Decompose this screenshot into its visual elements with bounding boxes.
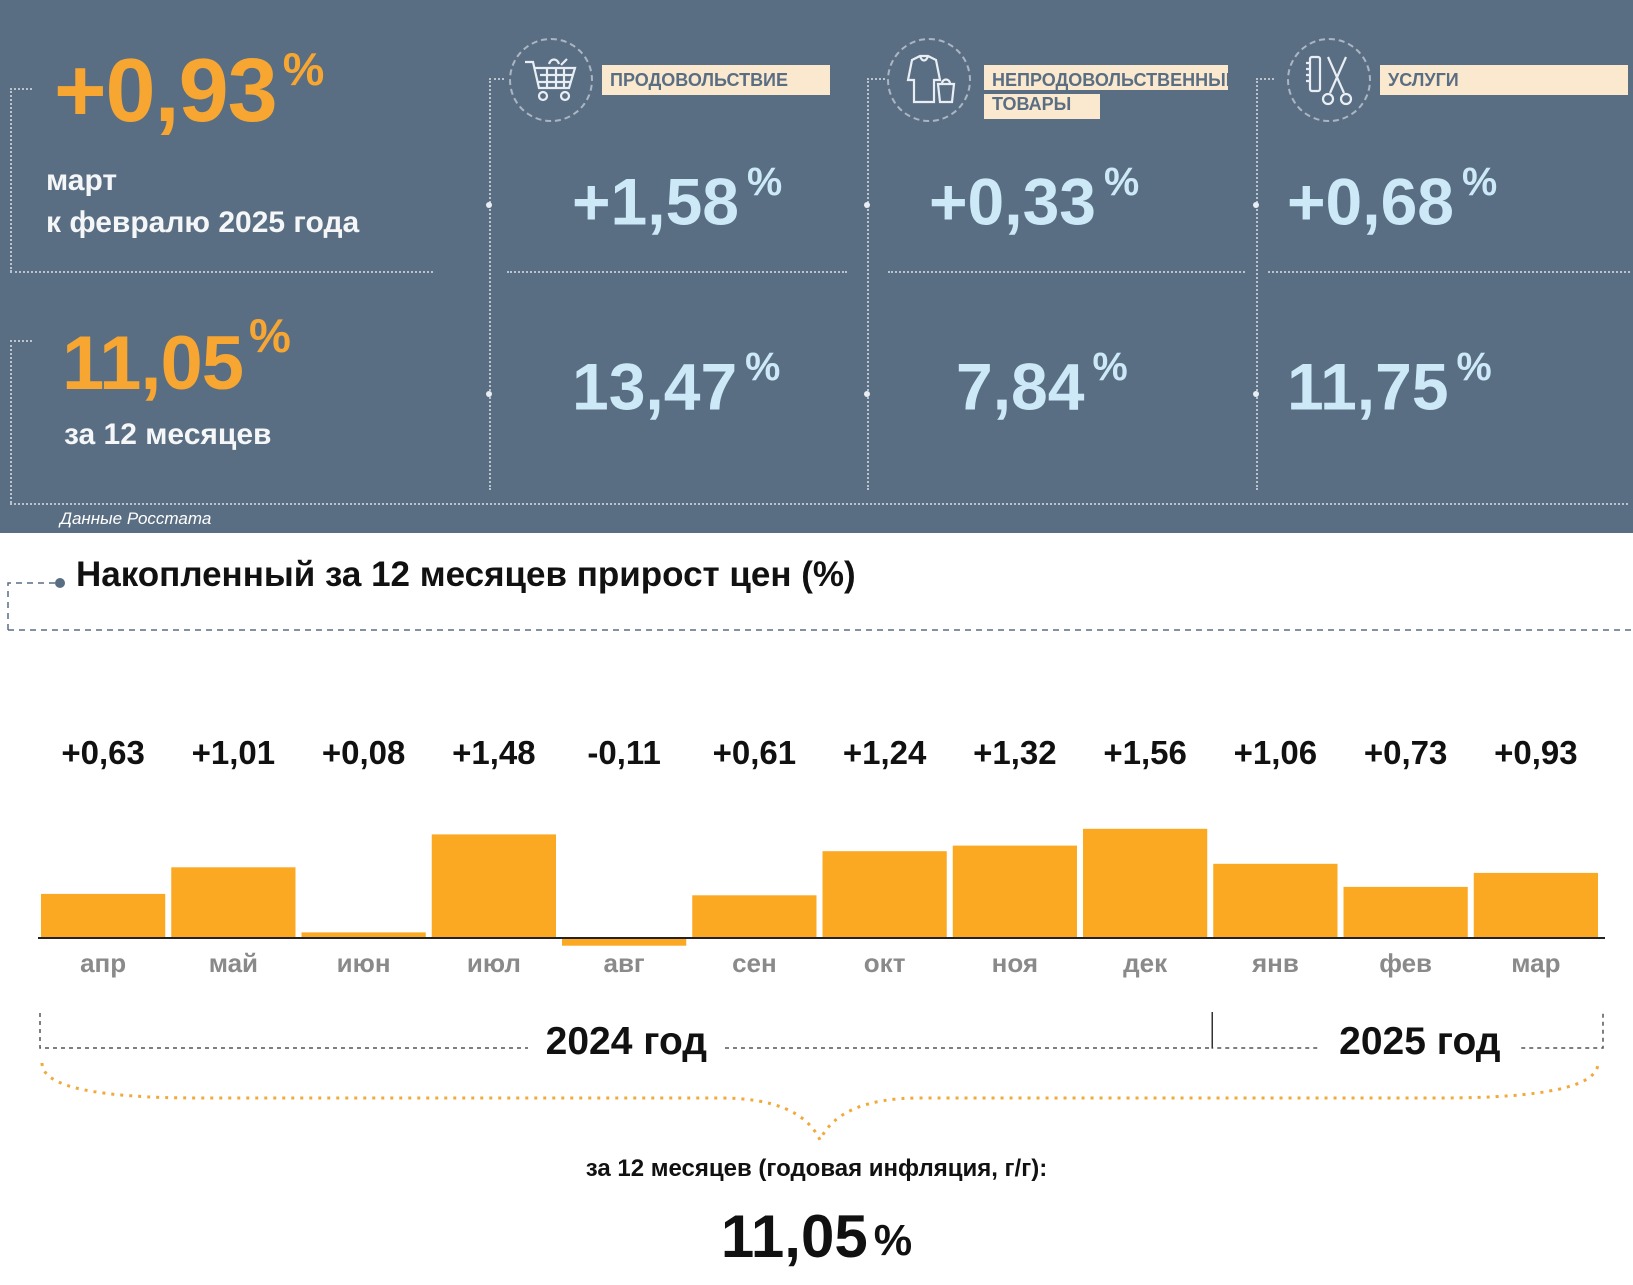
bar-ноя (952, 845, 1077, 938)
divider (867, 78, 885, 80)
chart-title: Накопленный за 12 месяцев прирост цен (%… (76, 555, 856, 594)
divider (10, 88, 12, 272)
category-label-nonfood: НЕПРОДОВОЛЬСТВЕННЫЕ (984, 65, 1238, 90)
annual-inflation-total: 11,05% (720, 1203, 913, 1270)
bar-окт (822, 851, 947, 938)
divider (1268, 271, 1630, 273)
bar-value-label: -0,11 (587, 734, 660, 771)
data-source-note: Данные Росстата (60, 509, 212, 528)
month-tick-label: дек (1123, 948, 1168, 978)
bar-сен (692, 895, 817, 938)
marker-dot (1253, 202, 1259, 208)
services-monthly-value: +0,68% (1287, 160, 1498, 239)
divider (507, 271, 847, 273)
marker-dot (486, 391, 492, 397)
divider (1256, 78, 1258, 490)
comb-scissors-icon (1287, 38, 1371, 122)
bar-апр (41, 893, 166, 938)
month-tick-label: сен (732, 948, 777, 978)
shopping-cart-icon (509, 38, 593, 122)
month-tick-label: фев (1379, 948, 1432, 978)
bar-фев (1343, 886, 1468, 938)
food-monthly-value: +1,58% (572, 160, 783, 239)
bar-value-label: +1,01 (192, 734, 276, 771)
nonfood-annual-value: 7,84% (956, 345, 1128, 424)
divider (867, 78, 869, 490)
divider (10, 340, 32, 342)
marker-dot (864, 391, 870, 397)
marker-dot (1253, 391, 1259, 397)
month-tick-label: ноя (992, 948, 1038, 978)
bar-янв (1213, 863, 1338, 938)
annual-inflation-value: 11,05% (62, 309, 291, 406)
bar-дек (1083, 828, 1208, 938)
monthly-period-label: март (46, 164, 118, 197)
summary-panel: +0,93% март к февралю 2025 года 11,05% з… (0, 0, 1633, 533)
bar-мар (1473, 872, 1598, 938)
month-tick-label: мар (1511, 948, 1560, 978)
bar-value-label: +0,61 (713, 734, 797, 771)
year-bracket (39, 1013, 1213, 1049)
bar-value-label: +1,48 (452, 734, 536, 771)
bar-value-label: +0,63 (61, 734, 145, 771)
annual-brace (40, 1062, 1600, 1144)
month-tick-label: июл (467, 948, 521, 978)
clothes-bag-icon (887, 38, 971, 122)
year-label-2024: 2024 год (527, 1020, 726, 1064)
bar-авг (562, 938, 687, 946)
bar-май (171, 867, 296, 938)
divider (10, 340, 12, 503)
month-tick-label: окт (864, 948, 906, 978)
bar-июл (431, 834, 556, 938)
divider (10, 271, 433, 273)
marker-dot (864, 202, 870, 208)
month-tick-label: июн (337, 948, 391, 978)
divider (1256, 78, 1274, 80)
services-annual-value: 11,75% (1287, 345, 1492, 424)
category-label-services: УСЛУГИ (1380, 65, 1628, 95)
category-label-food: ПРОДОВОЛЬСТВИЕ (602, 65, 830, 95)
bar-value-label: +0,73 (1364, 734, 1448, 771)
bar-value-label: +0,93 (1494, 734, 1578, 771)
divider (10, 88, 32, 90)
month-tick-label: янв (1251, 948, 1299, 978)
food-annual-value: 13,47% (572, 345, 781, 424)
category-label-nonfood-line2: ТОВАРЫ (984, 94, 1100, 119)
annual-inflation-caption: за 12 месяцев (годовая инфляция, г/г): (585, 1155, 1048, 1182)
bar-value-label: +1,32 (973, 734, 1057, 771)
bar-июн (301, 932, 426, 938)
monthly-period-sublabel: к февралю 2025 года (46, 206, 360, 239)
year-label-2025: 2025 год (1321, 1020, 1519, 1064)
bar-value-label: +0,08 (322, 734, 406, 771)
annual-period-label: за 12 месяцев (64, 418, 272, 451)
divider (489, 78, 491, 490)
divider (489, 78, 504, 80)
month-tick-label: авг (603, 948, 644, 978)
monthly-inflation-value: +0,93% (54, 41, 324, 141)
bar-value-label: +1,06 (1234, 734, 1318, 771)
nonfood-monthly-value: +0,33% (929, 160, 1140, 239)
month-tick-label: май (209, 948, 258, 978)
bar-value-label: +1,56 (1103, 734, 1187, 771)
bar-value-label: +1,24 (843, 734, 927, 771)
marker-dot (486, 202, 492, 208)
divider (888, 271, 1245, 273)
month-tick-label: апр (80, 948, 126, 978)
divider (10, 503, 1628, 505)
